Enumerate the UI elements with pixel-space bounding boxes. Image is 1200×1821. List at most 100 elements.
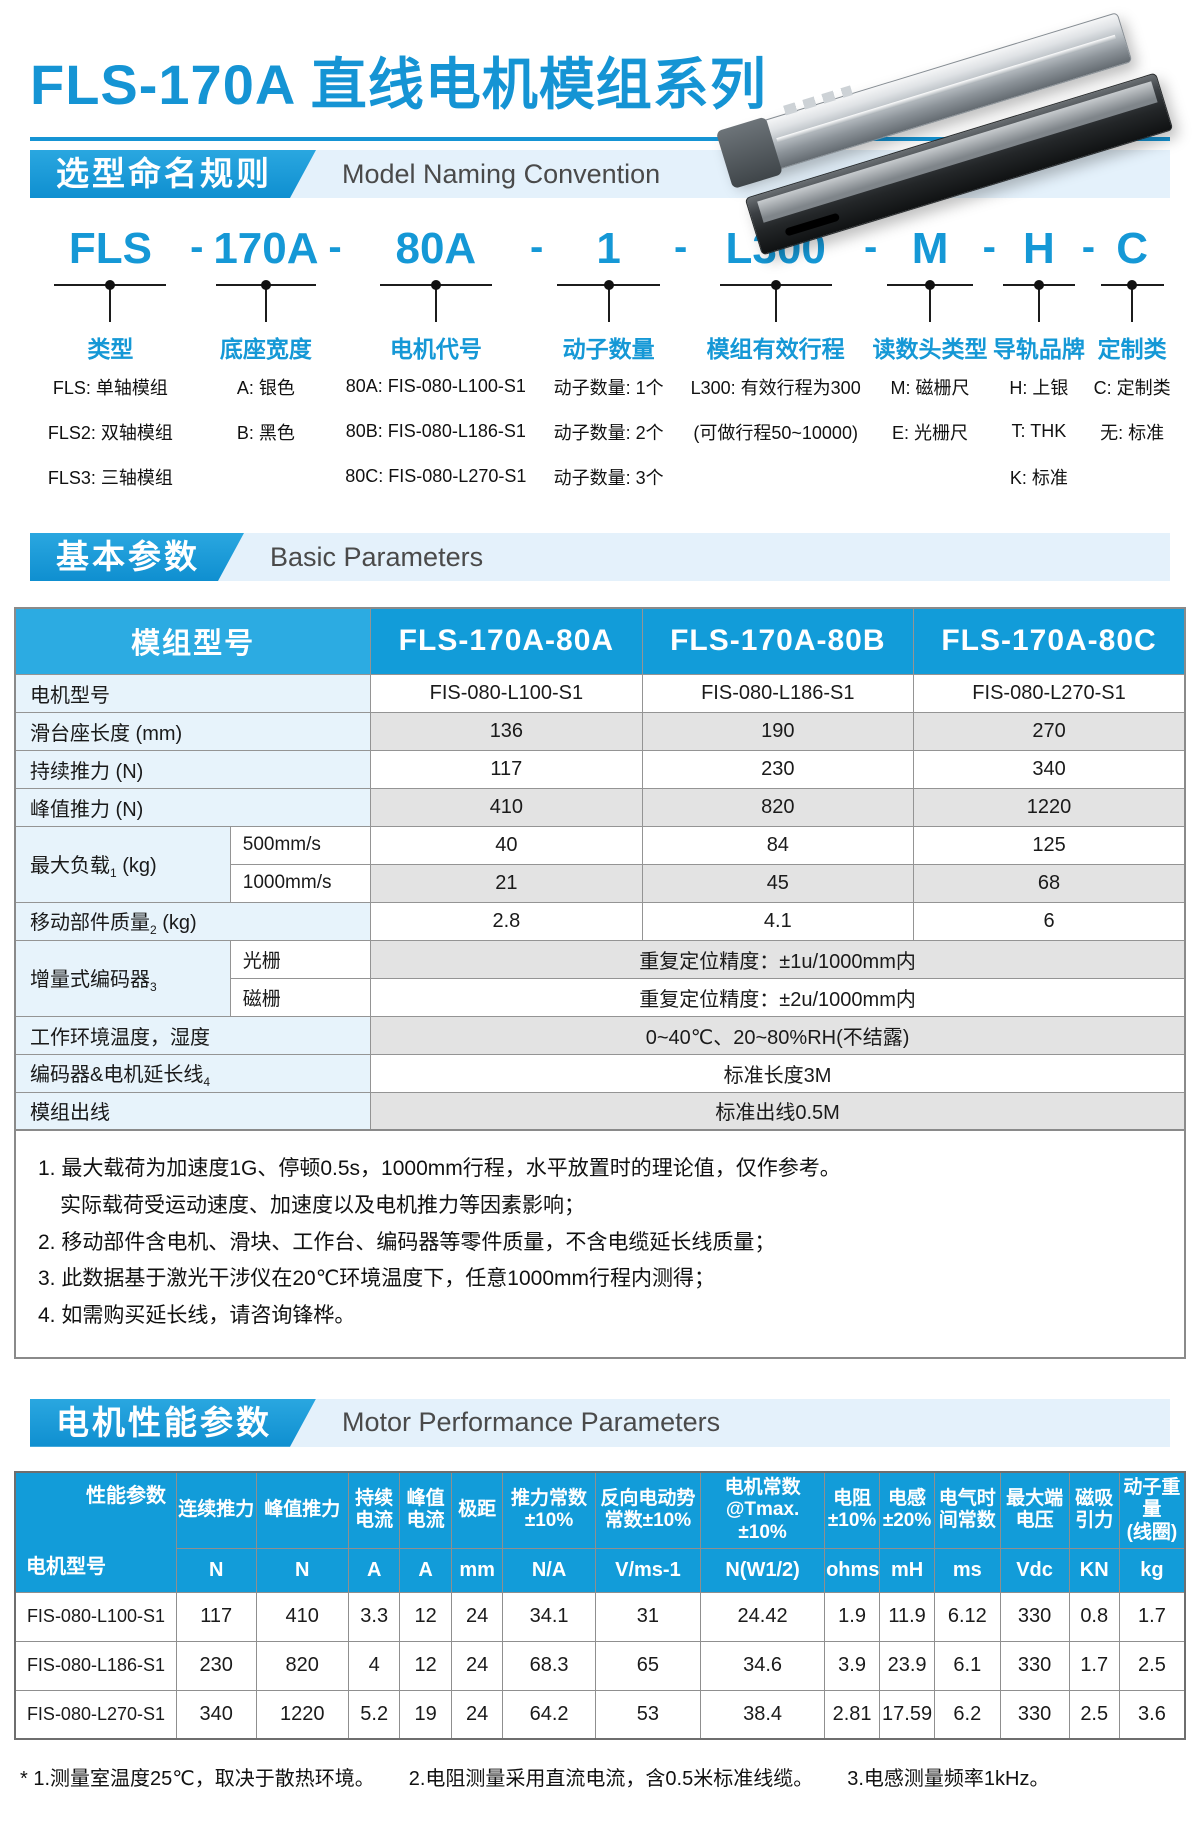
naming-label: 导轨品牌 xyxy=(992,336,1085,362)
column-header: 推力常数 ±10% xyxy=(502,1471,596,1549)
cell: 6.12 xyxy=(934,1591,1001,1642)
cell: 410 xyxy=(370,787,643,827)
basic-header-row: 模组型号 FLS-170A-80A FLS-170A-80B FLS-170A-… xyxy=(14,607,1186,675)
naming-detail: K: 标准 xyxy=(1009,467,1068,488)
table-row: FIS-080-L186-S1 230 820 4 12 24 68.3 65 … xyxy=(14,1640,1186,1691)
naming-code: C xyxy=(1116,224,1149,273)
cell: 24 xyxy=(450,1591,504,1642)
connector-line xyxy=(197,280,335,322)
table-row: 峰值推力 (N) 410 820 1220 xyxy=(14,787,1186,827)
naming-detail: C: 定制类 xyxy=(1093,377,1171,398)
row-label-group: 增量式编码器3 xyxy=(14,939,231,1017)
cell: 820 xyxy=(641,787,915,827)
row-label: 峰值推力 (N) xyxy=(14,787,372,827)
connector-line xyxy=(24,280,197,322)
unit-header: ohms xyxy=(824,1547,881,1593)
motor-section-title-zh: 电机性能参数 xyxy=(30,1399,316,1447)
unit-header: N/A xyxy=(502,1547,596,1593)
cell: 84 xyxy=(641,825,915,865)
cell-span: 重复定位精度：±1u/1000mm内 xyxy=(370,939,1186,979)
naming-separator: - xyxy=(673,225,688,269)
cell-span: 0~40℃、20~80%RH(不结露) xyxy=(370,1015,1186,1055)
naming-detail: 无: 标准 xyxy=(1100,422,1165,443)
naming-separator: - xyxy=(328,225,342,269)
cell: 24 xyxy=(450,1689,504,1740)
note-line: 实际载荷受运动速度、加速度以及电机推力等因素影响； xyxy=(60,1193,585,1217)
unit-header: V/ms-1 xyxy=(594,1547,702,1593)
unit-header: mm xyxy=(450,1547,504,1593)
naming-column-motor-code: - 80A 电机代号 80A: FIS-080-L100-S1 80B: FIS-… xyxy=(328,222,537,499)
cell: 34.1 xyxy=(502,1591,596,1642)
naming-separator: - xyxy=(864,225,878,269)
cell: 190 xyxy=(641,711,915,751)
table-row: 工作环境温度，湿度 0~40℃、20~80%RH(不结露) xyxy=(14,1015,1186,1055)
cell: 5.2 xyxy=(347,1689,401,1740)
motor-header-row: 性能参数 电机型号 连续推力 峰值推力 持续 电流 峰值 电流 极距 推力常数 … xyxy=(14,1471,1186,1593)
naming-column-stroke: -L300 模组有效行程 L300: 有效行程为300 (可做行程50~1000… xyxy=(674,222,871,499)
silver-module-connectors xyxy=(783,85,853,116)
column-header: 极距 xyxy=(450,1471,504,1549)
column-header: 电感 ±20% xyxy=(879,1471,936,1549)
cell: 117 xyxy=(175,1591,257,1642)
naming-label: 底座宽度 xyxy=(219,336,312,362)
note-line: 3. 此数据基于激光干涉仪在20℃环境温度下，任意1000mm行程内测得； xyxy=(38,1267,715,1291)
cell: 21 xyxy=(370,863,643,903)
naming-detail xyxy=(197,454,335,499)
unit-header: ms xyxy=(934,1547,1001,1593)
table-row: 滑台座长度 (mm) 136 190 270 xyxy=(14,711,1186,751)
cell: 68.3 xyxy=(502,1640,596,1691)
cell: 330 xyxy=(999,1640,1070,1691)
page-header: FLS-170A 直线电机模组系列 xyxy=(14,0,1186,256)
naming-code: H xyxy=(1022,224,1055,273)
basic-section-header: 基本参数 Basic Parameters xyxy=(30,533,1170,581)
naming-label: 类型 xyxy=(87,336,134,362)
row-label: 模组出线 xyxy=(14,1091,372,1131)
naming-column-mover-count: - 1 动子数量 动子数量: 1个 动子数量: 2个 动子数量: 3个 xyxy=(530,222,681,499)
row-sublabel: 500mm/s xyxy=(229,825,372,865)
table-row: FIS-080-L100-S1 117 410 3.3 12 24 34.1 3… xyxy=(14,1591,1186,1642)
motor-units-row: N N A A mm N/A V/ms-1 N(W1/2) ohms mH ms… xyxy=(15,1547,1186,1593)
naming-detail: (可做行程50~10000) xyxy=(693,422,858,443)
naming-detail: FLS2: 双轴模组 xyxy=(47,422,173,443)
cell: 1220 xyxy=(913,787,1186,827)
footnote-item: * 1.测量室温度25℃，取决于散热环境。 xyxy=(20,1768,375,1791)
cell: FIS-080-L186-S1 xyxy=(641,673,915,713)
cell: 230 xyxy=(641,749,915,789)
cell: 117 xyxy=(370,749,643,789)
column-header: 电气时 间常数 xyxy=(934,1471,1001,1549)
basic-section-title-en: Basic Parameters xyxy=(270,541,484,572)
connector-dot xyxy=(925,280,936,290)
diagonal-header-cell: 性能参数 电机型号 xyxy=(14,1471,177,1593)
motor-model: FIS-080-L100-S1 xyxy=(14,1591,177,1642)
cell: 65 xyxy=(594,1640,702,1691)
footnote-item: 2.电阻测量采用直流电流，含0.5米标准线缆。 xyxy=(408,1768,814,1791)
cell: 2.81 xyxy=(824,1689,881,1740)
connector-dot xyxy=(105,280,116,290)
column-header: 电阻 ±10% xyxy=(824,1471,881,1549)
naming-detail: M: 磁栅尺 xyxy=(890,377,970,398)
unit-header: A xyxy=(399,1547,452,1593)
naming-detail: 80B: FIS-080-L186-S1 xyxy=(345,421,526,441)
cell: 6.1 xyxy=(934,1640,1001,1691)
row-label: 移动部件质量2 (kg) xyxy=(14,901,372,941)
note-line: 4. 如需购买延长线，请咨询锋桦。 xyxy=(38,1304,356,1327)
cell: 340 xyxy=(175,1689,257,1740)
naming-detail xyxy=(681,454,871,499)
naming-separator: - xyxy=(982,225,997,269)
naming-detail: 动子数量: 3个 xyxy=(553,467,664,488)
black-module-slot xyxy=(784,212,841,237)
page-title: FLS-170A 直线电机模组系列 xyxy=(30,53,767,116)
table-row: 移动部件质量2 (kg) 2.8 4.1 6 xyxy=(14,901,1186,941)
connector-line xyxy=(871,280,990,322)
cell: 40 xyxy=(370,825,643,865)
note-line: 2. 移动部件含电机、滑块、工作台、编码器等零件质量，不含电缆延长线质量； xyxy=(38,1230,776,1254)
column-header: 反向电动势 常数±10% xyxy=(594,1471,702,1549)
basic-notes: 1. 最大载荷为加速度1G、停顿0.5s，1000mm行程，水平放置时的理论值，… xyxy=(14,1131,1186,1359)
model-naming-diagram: FLS 类型 FLS: 单轴模组 FLS2: 双轴模组 FLS3: 三轴模组 -… xyxy=(24,222,1176,499)
naming-label: 读数头类型 xyxy=(872,336,988,362)
row-label: 电机型号 xyxy=(14,673,372,713)
naming-detail xyxy=(1088,454,1176,499)
cell: 53 xyxy=(594,1689,702,1740)
naming-detail: 动子数量: 1个 xyxy=(553,377,664,398)
row-label: 工作环境温度，湿度 xyxy=(14,1015,372,1055)
